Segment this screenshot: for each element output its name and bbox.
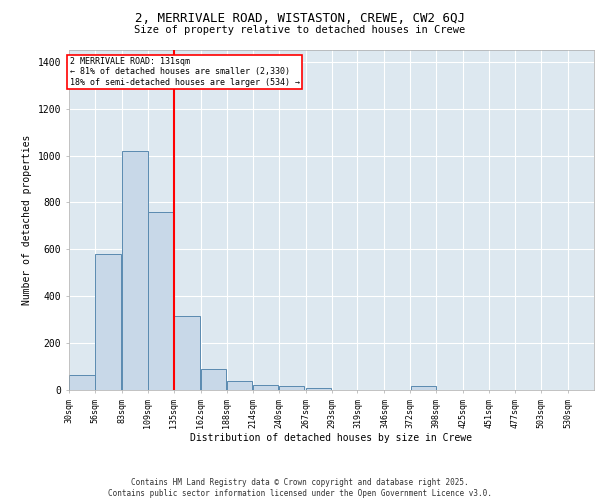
Text: 2 MERRIVALE ROAD: 131sqm
← 81% of detached houses are smaller (2,330)
18% of sem: 2 MERRIVALE ROAD: 131sqm ← 81% of detach… [70, 57, 300, 87]
Bar [279, 386, 304, 390]
Bar [174, 316, 200, 390]
Bar [253, 385, 278, 390]
X-axis label: Distribution of detached houses by size in Crewe: Distribution of detached houses by size … [191, 433, 473, 443]
Bar [122, 151, 148, 390]
Bar [306, 388, 331, 390]
Bar [148, 212, 173, 390]
Y-axis label: Number of detached properties: Number of detached properties [22, 135, 32, 305]
Bar [201, 369, 226, 390]
Text: 2, MERRIVALE ROAD, WISTASTON, CREWE, CW2 6QJ: 2, MERRIVALE ROAD, WISTASTON, CREWE, CW2… [135, 12, 465, 26]
Bar [95, 254, 121, 390]
Bar [69, 375, 95, 390]
Text: Contains HM Land Registry data © Crown copyright and database right 2025.
Contai: Contains HM Land Registry data © Crown c… [108, 478, 492, 498]
Text: Size of property relative to detached houses in Crewe: Size of property relative to detached ho… [134, 25, 466, 35]
Bar [227, 381, 253, 390]
Bar [410, 386, 436, 390]
